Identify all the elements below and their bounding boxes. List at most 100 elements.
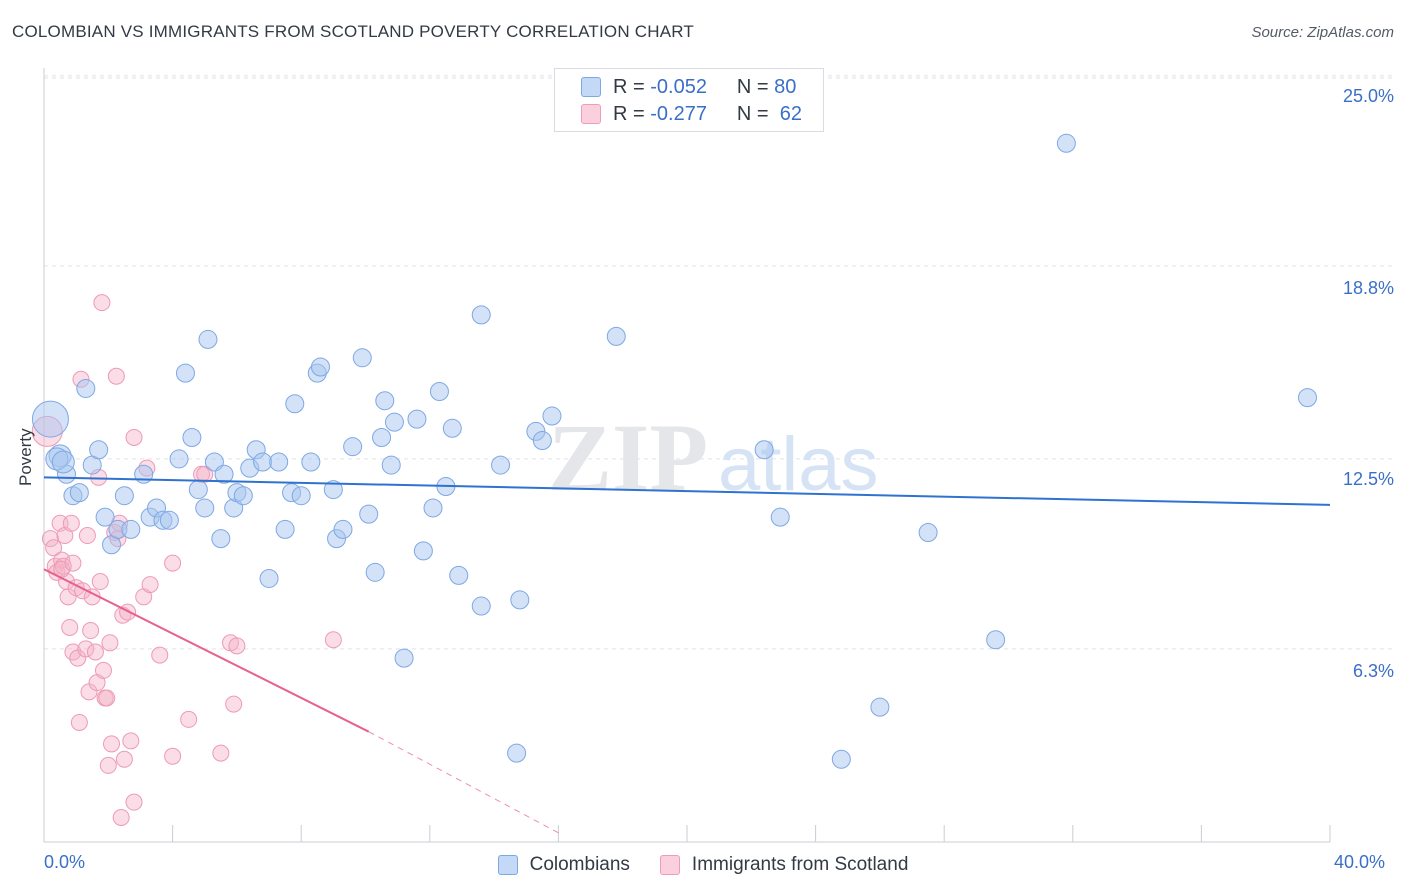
scotland-point xyxy=(115,750,133,768)
colombian-point xyxy=(253,452,273,472)
legend-item-scotland[interactable]: Immigrants from Scotland xyxy=(659,854,909,876)
y-tick-label: 25.0% xyxy=(1342,86,1394,106)
scotland-point xyxy=(99,756,117,774)
scotland-point xyxy=(122,732,140,750)
colombian-point xyxy=(507,743,527,763)
scotland-point xyxy=(62,514,80,532)
legend-label: Immigrants from Scotland xyxy=(691,854,909,875)
y-tick-label: 12.5% xyxy=(1342,469,1394,489)
colombian-point xyxy=(770,507,790,527)
correlation-legend: R = -0.052 N = 80 R = -0.277 N = 62 xyxy=(554,68,824,132)
colombian-point xyxy=(384,412,404,432)
series-legend: Colombians Immigrants from Scotland xyxy=(0,850,1406,880)
scotland-point xyxy=(196,465,214,483)
axes xyxy=(43,68,1331,843)
colombian-point xyxy=(365,562,385,582)
scotland-point xyxy=(141,576,159,594)
colombian-point xyxy=(175,363,195,383)
colombian-point xyxy=(352,348,372,368)
colombian-point xyxy=(114,486,134,506)
colombian-point xyxy=(381,455,401,475)
colombian-point xyxy=(870,697,890,717)
scotland-point xyxy=(64,554,82,572)
colombian-point xyxy=(301,452,321,472)
x-tick-label: 0.0% xyxy=(44,852,86,872)
colombian-point xyxy=(986,630,1006,650)
r-value: -0.277 xyxy=(650,102,707,125)
colombian-point xyxy=(394,648,414,668)
gridlines xyxy=(44,75,1394,650)
colombians-swatch xyxy=(581,77,601,97)
scotland-point xyxy=(125,793,143,811)
colombian-points xyxy=(31,133,1317,769)
colombians-trend-line xyxy=(43,476,1331,506)
n-value: 62 xyxy=(779,102,802,125)
scotland-swatch xyxy=(581,104,601,124)
colombian-point xyxy=(31,400,69,438)
colombian-point xyxy=(233,486,253,506)
colombian-point xyxy=(831,749,851,769)
colombian-point xyxy=(606,326,626,346)
trend-lines xyxy=(43,476,1331,834)
scotland-point xyxy=(78,527,96,545)
colombian-point xyxy=(195,498,215,518)
scotland-point xyxy=(112,808,130,826)
scotland-point xyxy=(225,695,243,713)
scotland-point xyxy=(86,643,104,661)
colombian-point xyxy=(188,480,208,500)
scotland-swatch xyxy=(659,855,680,875)
colombian-point xyxy=(198,329,218,349)
scotland-point xyxy=(164,747,182,765)
n-label: N = xyxy=(736,102,769,125)
colombian-point xyxy=(754,440,774,460)
colombian-point xyxy=(333,519,353,539)
scotland-point xyxy=(151,646,169,664)
colombian-point xyxy=(491,455,511,475)
r-value: -0.052 xyxy=(650,75,707,98)
colombian-point xyxy=(121,519,141,539)
colombian-point xyxy=(1056,133,1076,153)
colombian-point xyxy=(359,504,379,524)
colombian-point xyxy=(471,305,491,325)
scotland-point xyxy=(61,618,79,636)
scotland-point xyxy=(53,551,71,569)
colombian-point xyxy=(510,590,530,610)
colombian-point xyxy=(211,529,231,549)
colombian-point xyxy=(442,418,462,438)
y-tick-label: 6.3% xyxy=(1352,661,1394,681)
chart-title: COLOMBIAN VS IMMIGRANTS FROM SCOTLAND PO… xyxy=(12,22,694,41)
colombian-point xyxy=(413,541,433,561)
scotland-point xyxy=(45,539,63,557)
colombian-point xyxy=(285,394,305,414)
colombian-point xyxy=(51,450,75,474)
scotland-point xyxy=(180,710,198,728)
colombian-point xyxy=(372,427,392,447)
colombian-point xyxy=(407,409,427,429)
colombian-point xyxy=(269,452,289,472)
watermark-zip: ZIP xyxy=(548,404,708,511)
y-tick-label: 18.8% xyxy=(1342,278,1394,298)
colombian-point xyxy=(169,449,189,469)
n-value: 80 xyxy=(774,75,797,98)
legend-row-scotland: R = -0.277 N = 62 xyxy=(581,101,802,127)
colombians-swatch xyxy=(497,855,518,875)
scotland-point xyxy=(91,573,109,591)
r-label: R = xyxy=(613,102,645,125)
scotland-trend-line xyxy=(43,568,370,733)
scotland-point xyxy=(70,713,88,731)
colombian-point xyxy=(918,522,938,542)
colombian-point xyxy=(471,596,491,616)
source-label: Source: ZipAtlas.com xyxy=(1251,24,1394,41)
y-axis-label: Poverty xyxy=(16,428,35,486)
scotland-point xyxy=(94,661,112,679)
watermark: ZIP atlas xyxy=(548,404,879,511)
scotland-point xyxy=(101,634,119,652)
colombian-point xyxy=(69,483,89,503)
colombian-point xyxy=(532,431,552,451)
legend-item-colombians[interactable]: Colombians xyxy=(497,854,630,876)
n-label: N = xyxy=(736,75,769,98)
colombian-point xyxy=(159,510,179,530)
colombian-point xyxy=(259,568,279,588)
scotland-point xyxy=(107,367,125,385)
colombian-point xyxy=(76,378,96,398)
